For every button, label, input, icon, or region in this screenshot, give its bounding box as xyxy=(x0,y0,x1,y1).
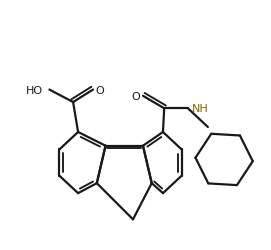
Text: O: O xyxy=(132,92,140,102)
Text: NH: NH xyxy=(192,104,208,114)
Text: HO: HO xyxy=(26,85,43,95)
Text: O: O xyxy=(96,85,104,95)
